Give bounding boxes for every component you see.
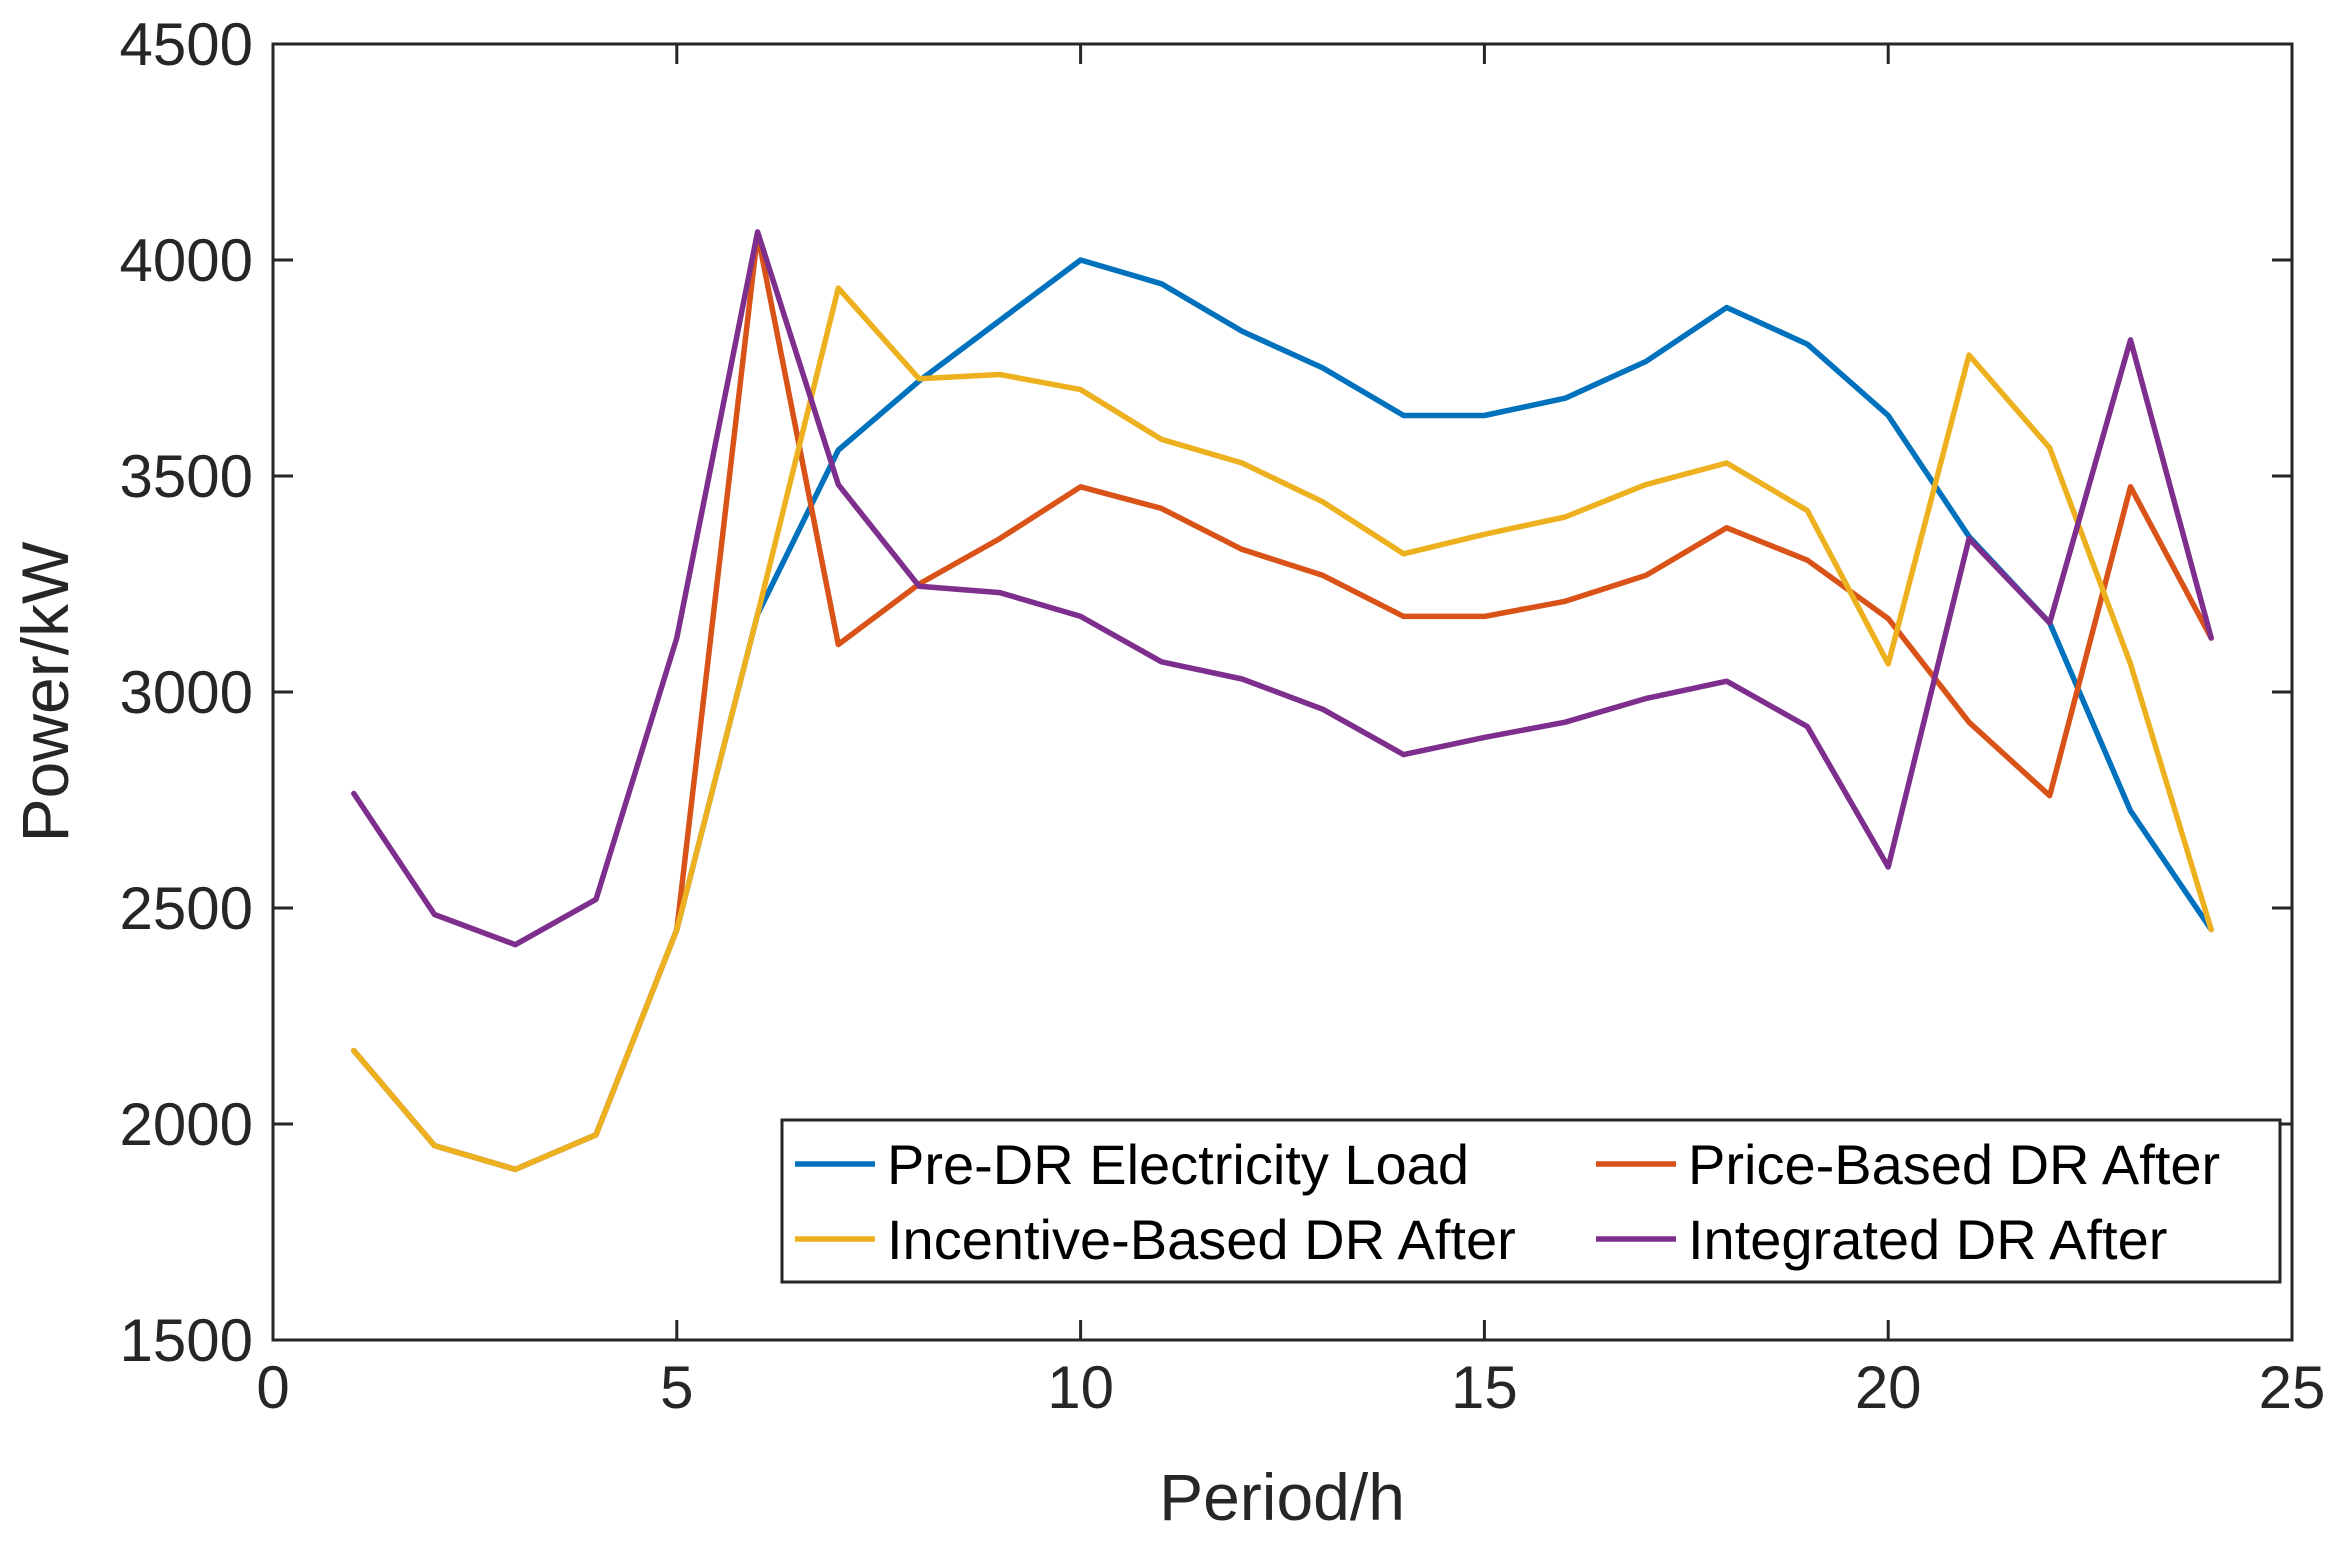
x-tick-label: 15 bbox=[1451, 1354, 1518, 1421]
y-axis-title: Power/kW bbox=[8, 541, 82, 842]
legend: Pre-DR Electricity Load Price-Based DR Af… bbox=[780, 1118, 2282, 1284]
legend-label: Price-Based DR After bbox=[1688, 1133, 2220, 1196]
x-tick-label: 0 bbox=[256, 1354, 289, 1421]
y-tick-label: 1500 bbox=[120, 1307, 253, 1374]
legend-label: Pre-DR Electricity Load bbox=[887, 1133, 1469, 1196]
y-tick-label: 2500 bbox=[120, 875, 253, 942]
legend-box bbox=[780, 1118, 2282, 1284]
y-tick-label: 3000 bbox=[120, 659, 253, 726]
series-layer bbox=[351, 229, 2214, 1173]
x-axis-title: Period/h bbox=[1159, 1460, 1405, 1534]
x-axis-ticks: 0 5 10 15 20 25 bbox=[256, 44, 2325, 1421]
x-tick-label: 5 bbox=[660, 1354, 693, 1421]
legend-label: Incentive-Based DR After bbox=[887, 1208, 1516, 1271]
y-tick-label: 4000 bbox=[120, 227, 253, 294]
y-tick-label: 4500 bbox=[120, 11, 253, 78]
y-tick-label: 2000 bbox=[120, 1091, 253, 1158]
x-tick-label: 20 bbox=[1855, 1354, 1922, 1421]
x-tick-label: 10 bbox=[1047, 1354, 1114, 1421]
series-line-integrated-dr-after bbox=[351, 229, 2214, 948]
y-axis-ticks: 1500 2000 2500 3000 3500 4000 4500 bbox=[120, 11, 2292, 1374]
y-tick-label: 3500 bbox=[120, 443, 253, 510]
legend-label: Integrated DR After bbox=[1688, 1208, 2167, 1271]
x-tick-label: 25 bbox=[2259, 1354, 2326, 1421]
series-line-incentive-based-dr-after bbox=[351, 285, 2214, 1173]
